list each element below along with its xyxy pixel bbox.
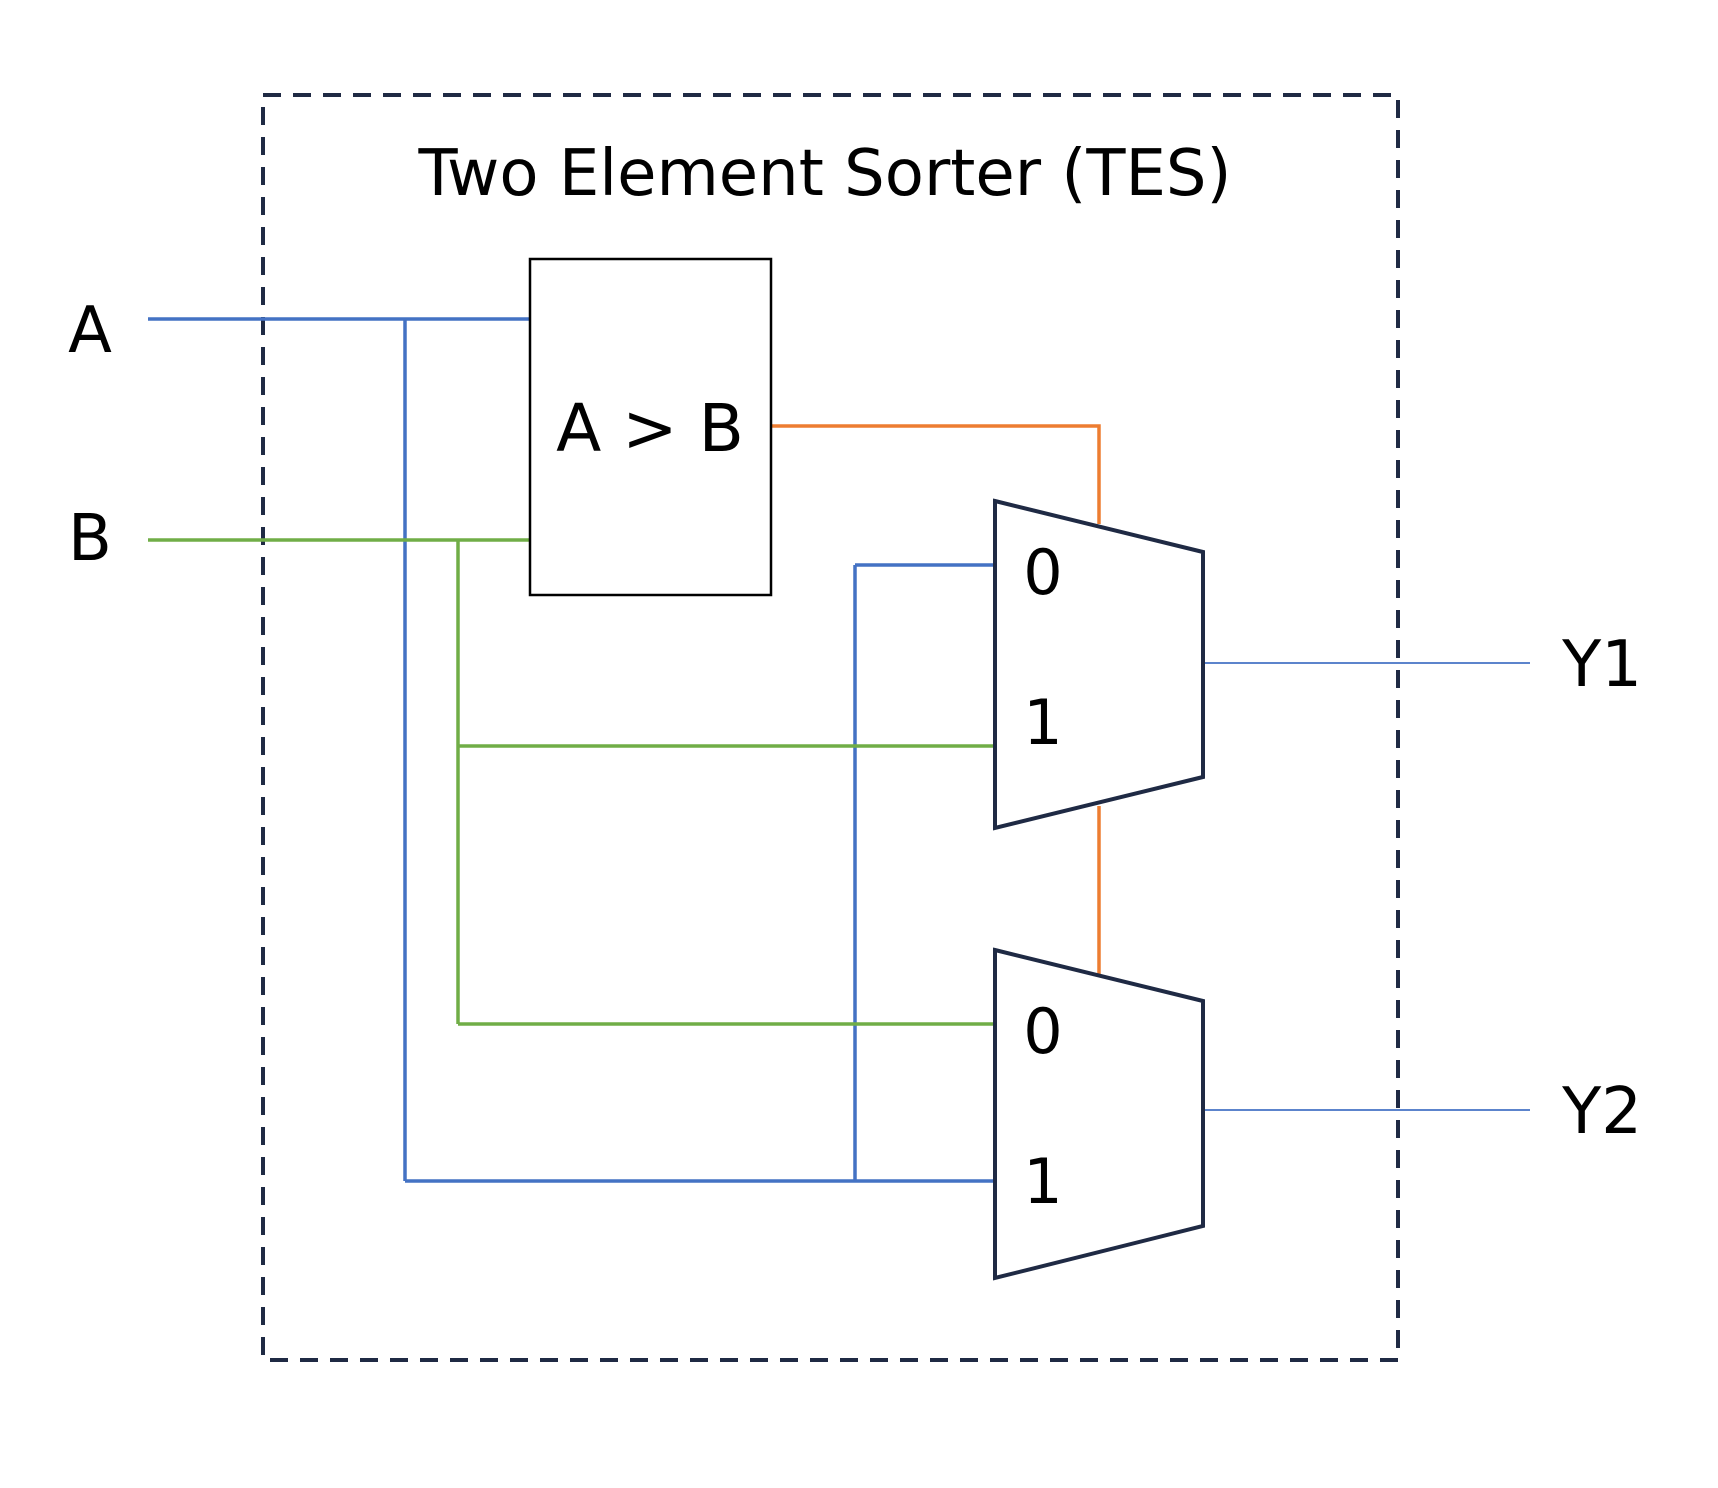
wire-select-to-mux-top (770, 424, 1101, 524)
input-b-label: B (68, 502, 112, 576)
output-y1-label: Y1 (1561, 628, 1642, 702)
output-y2-label: Y2 (1561, 1075, 1642, 1149)
mux-top-port-1: 1 (1023, 686, 1062, 759)
comparator-block (528, 257, 773, 597)
diagram-title: Two Element Sorter (TES) (418, 137, 1232, 211)
comparator-label: A > B (556, 390, 744, 467)
mux-top (993, 498, 1205, 831)
mux-bottom (993, 947, 1205, 1281)
tes-boundary (261, 93, 1400, 1362)
wires-select (770, 424, 1101, 975)
wires-b (148, 538, 995, 1026)
mux-top-port-0: 0 (1023, 536, 1062, 609)
mux-bottom-port-1: 1 (1023, 1145, 1062, 1218)
input-a-label: A (68, 294, 112, 368)
wires-output (1202, 662, 1530, 1111)
wires-a (148, 317, 995, 1183)
mux-bottom-port-0: 0 (1023, 995, 1062, 1068)
